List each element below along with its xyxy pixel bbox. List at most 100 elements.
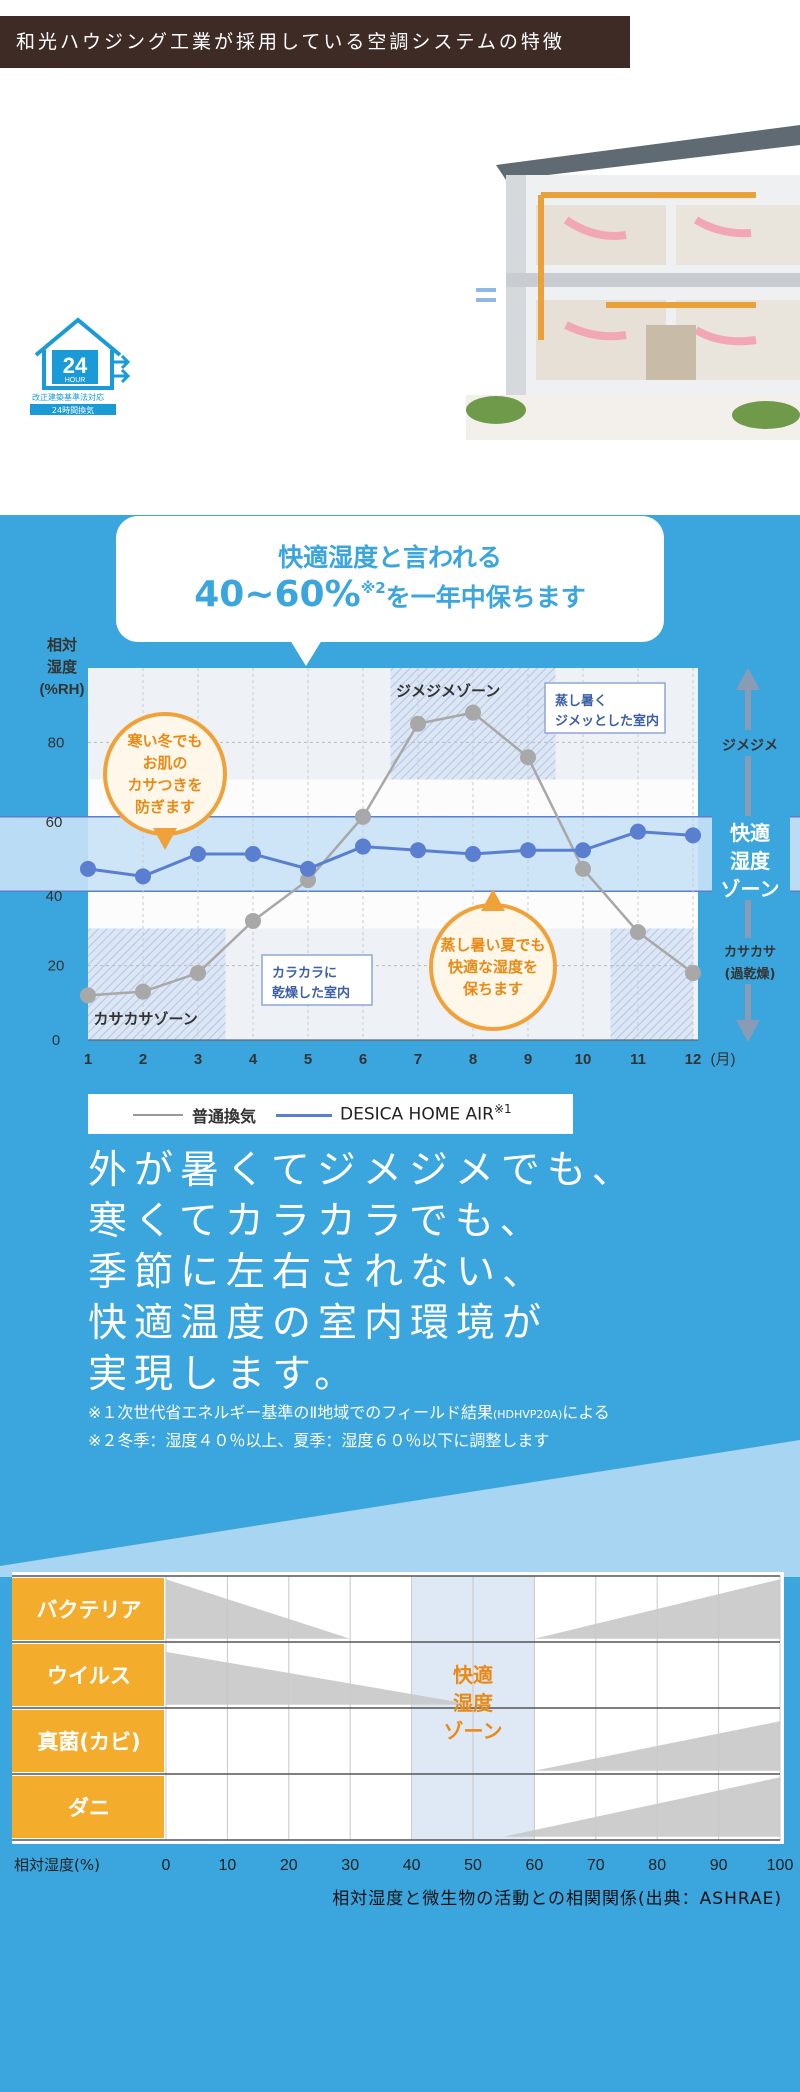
ashrae-x-tick-100: 100 <box>767 1857 794 1874</box>
bubble-sup: ※2 <box>360 579 386 597</box>
right-label-kasakasa-0: カサカサ <box>724 945 776 960</box>
x-tick-12: 12 <box>685 1051 702 1068</box>
ashrae-x-tick-80: 80 <box>648 1857 666 1874</box>
winter-callout-line-0: 寒い冬でも <box>127 732 202 750</box>
y-tick-0: 0 <box>52 1032 60 1049</box>
light-blue-wedge <box>0 1440 800 1577</box>
activity-wedge-row-2 <box>166 1651 473 1705</box>
footnote-2: ※２冬季：湿度４０％以上、夏季：湿度６０％以下に調整します <box>88 1431 550 1450</box>
main-line-3: 季節に左右されない、 <box>88 1250 549 1295</box>
row-label-bg-3 <box>12 1710 164 1772</box>
ashrae-x-tick-20: 20 <box>280 1857 298 1874</box>
right-arrow-up <box>736 668 760 690</box>
winter-callout-tail <box>153 828 177 850</box>
series-line-0 <box>87 711 694 997</box>
y-label-line-2: (%RH) <box>40 681 85 698</box>
logo-word: HOUR <box>65 377 86 384</box>
series-1-point-10 <box>575 842 591 859</box>
series-1-point-9 <box>520 842 536 859</box>
house-cutaway-illustration <box>466 125 800 440</box>
series-0-point-10 <box>575 860 591 877</box>
series-1-point-7 <box>410 842 426 859</box>
ashrae-x-tick-60: 60 <box>526 1857 544 1874</box>
right-label-bg-top <box>712 730 790 756</box>
series-1-point-5 <box>300 860 316 877</box>
row-label-bg-2 <box>12 1644 164 1706</box>
series-line-1 <box>87 830 694 878</box>
summer-callout-line-1: 快適な湿度を <box>448 958 538 976</box>
ashrae-x-tick-70: 70 <box>587 1857 605 1874</box>
series-0-point-5 <box>300 872 316 889</box>
ashrae-comfort-label-1: 湿度 <box>453 1691 494 1715</box>
main-line-4: 快適温度の室内環境が <box>88 1301 549 1346</box>
x-tick-8: 8 <box>469 1051 477 1068</box>
series-0-point-3 <box>190 965 206 982</box>
winter-callout-line-1: お肌の <box>142 754 187 772</box>
main-message: 外が暑くてジメジメでも、 寒くてカラカラでも、 季節に左右されない、 快適温度の… <box>88 1145 778 1400</box>
row-label-1: バクテリア <box>37 1598 142 1622</box>
series-0-point-4 <box>245 912 261 929</box>
speech-bubble <box>116 516 664 642</box>
right-label-comfort-0: 快適 <box>730 821 770 845</box>
series-0-point-9 <box>520 749 536 766</box>
dry-box-line-0: カラカラに <box>272 966 337 981</box>
ashrae-x-tick-50: 50 <box>464 1857 482 1874</box>
humid-zone-label: ジメジメゾーン <box>396 683 500 700</box>
lower-white-band <box>88 891 698 929</box>
right-label-comfort-2: ゾーン <box>721 877 780 901</box>
ashrae-x-label: 相対湿度(%) <box>14 1856 100 1874</box>
x-tick-1: 1 <box>84 1051 92 1068</box>
legend-gray-label: 普通換気 <box>192 1107 257 1126</box>
series-1-point-1 <box>80 860 96 877</box>
legend-blue-label: DESICA HOME AIR※1 <box>340 1102 512 1125</box>
ashrae-x-tick-10: 10 <box>219 1857 237 1874</box>
dry-box <box>261 954 373 1006</box>
dry-box-line-1: 乾燥した室内 <box>272 985 350 1001</box>
right-label-kasakasa-1: (過乾燥) <box>725 966 776 982</box>
series-1-point-6 <box>355 838 371 855</box>
series-1-point-3 <box>190 846 206 862</box>
main-line-5: 実現します。 <box>88 1352 361 1397</box>
series-1-point-11 <box>630 823 646 840</box>
legend-blue-text: DESICA HOME AIR <box>340 1104 494 1125</box>
legend-blue-line <box>276 1114 332 1117</box>
ashrae-comfort-label-0: 快適 <box>453 1663 493 1687</box>
series-1-point-12 <box>685 827 701 844</box>
ashrae-x-tick-0: 0 <box>162 1857 171 1874</box>
right-label-bg-mid <box>712 816 790 900</box>
footnote-1: ※１次世代省エネルギー基準のⅡ地域でのフィールド結果(HDHVP20A)による <box>88 1400 610 1428</box>
main-line-1: 外が暑くてジメジメでも、 <box>88 1148 638 1193</box>
logo-number: 24 <box>63 353 88 378</box>
bubble-range: 40~60% <box>194 574 361 615</box>
x-tick-2: 2 <box>139 1051 147 1068</box>
logo-caption: 改正建築基準法対応 <box>32 392 104 402</box>
ashrae-comfort-label-2: ゾーン <box>444 1719 503 1743</box>
24-hour-ventilation-logo: 24 HOUR 改正建築基準法対応 24時間換気 <box>30 317 131 415</box>
page-header: 和光ハウジング工業が採用している空調システムの特徴 <box>0 16 630 68</box>
y-tick-80: 80 <box>48 734 65 751</box>
speech-bubble-tail <box>290 640 322 666</box>
summer-callout-line-2: 保ちます <box>462 980 523 998</box>
row-label-bg-4 <box>12 1776 164 1838</box>
winter-callout-line-3: 防ぎます <box>135 798 195 816</box>
x-tick-3: 3 <box>194 1051 202 1068</box>
x-tick-11: 11 <box>630 1051 646 1068</box>
comfort-band <box>0 816 800 892</box>
x-unit: (月) <box>711 1051 736 1068</box>
x-tick-7: 7 <box>414 1051 422 1068</box>
y-label-line-1: 湿度 <box>47 658 78 676</box>
legend-gray-line <box>133 1114 183 1116</box>
series-1-point-4 <box>245 846 261 862</box>
x-tick-9: 9 <box>524 1051 532 1068</box>
winter-callout-line-2: カサつきを <box>127 776 202 794</box>
x-tick-10: 10 <box>575 1051 592 1068</box>
row-label-bg-1 <box>12 1578 164 1640</box>
activity-wedge-row-4 <box>503 1777 780 1837</box>
y-tick-40: 40 <box>46 888 63 905</box>
ashrae-caption: 相対湿度と微生物の活動との相関関係(出典：ASHRAE) <box>332 1889 782 1909</box>
row-label-2: ウイルス <box>47 1664 131 1688</box>
bubble-line-2: 40~60%※2を一年中保ちます <box>116 574 664 615</box>
x-tick-4: 4 <box>249 1051 258 1068</box>
series-0-point-12 <box>685 965 701 982</box>
main-line-2: 寒くてカラカラでも、 <box>88 1199 546 1244</box>
